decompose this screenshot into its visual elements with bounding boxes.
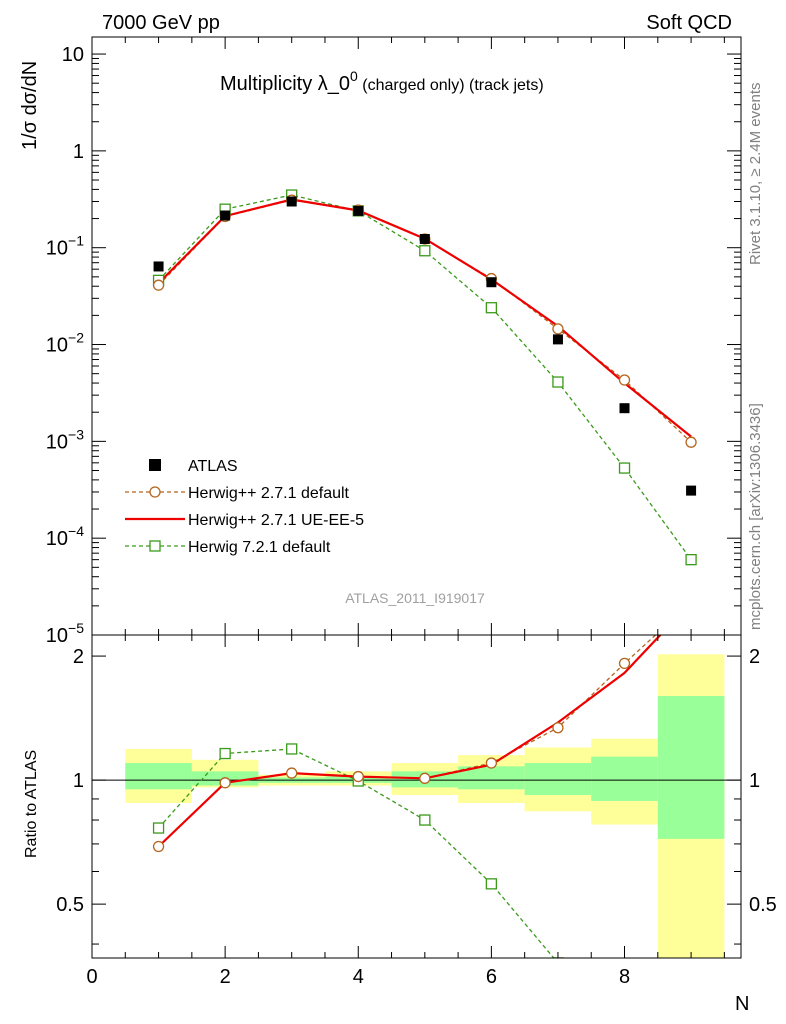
rivet-label: Rivet 3.1.10, ≥ 2.4M events [747,83,764,266]
ratio-herwigpp-default-point [352,770,364,783]
y-tick-label: 1 [73,141,84,163]
ratio-band-inner-1 [125,763,192,790]
ratio-herwigpp-default-point [485,757,498,769]
y-axis-title: 1/σ dσ/dN [19,61,41,150]
ratio-tick-label: 2 [73,646,84,668]
atlas-data-point [286,196,297,207]
ratio-herwigpp-default-point [419,772,431,784]
legend-marker-atlas [149,459,161,471]
ratio-band-inner-8 [591,756,658,801]
atlas-data-point [552,334,563,345]
atlas-data-point [220,210,231,221]
legend-label: Herwig 7.2.1 default [188,539,331,556]
ratio-herwigpp-default-point [686,597,696,607]
atlas-data-point [486,277,497,288]
ratio-herwig7-point [152,822,165,834]
herwig7-point [419,245,431,257]
legend: ATLAS Herwig++ 2.7.1 default Herwig++ 2.7.… [125,458,364,556]
x-axis-title: N [735,993,749,1015]
plot-title: Multiplicity λ_00 (charged only) (track … [220,68,544,95]
legend-marker-herwig7 [149,540,161,552]
ratio-herwigpp-default-point [286,767,298,779]
herwig7-point [485,302,498,314]
herwigpp-default-point [152,279,165,291]
herwigpp-default-point [618,374,631,386]
atlas-data-point [619,403,630,414]
herwig7-point [552,376,564,388]
y-tick-label: 10−3 [46,426,84,453]
x-tick-label: 0 [86,966,97,988]
y-tick-label: 10−2 [46,330,84,357]
herwigpp-default-point [552,323,564,335]
axes-frames: 0 2 4 6 8 10 1 10−1 10−2 10−3 10−4 10−5 0.5 0.5 1 1 2 2 [46,36,777,988]
main-panel [152,189,697,566]
ratio-herwig7-point [286,743,298,755]
ratio-herwig7-point [419,814,431,826]
x-tick-label: 2 [220,966,231,988]
legend-label: ATLAS [188,458,238,475]
x-tick-label: 4 [353,966,364,988]
herwig7-point [618,462,631,474]
ratio-herwigpp-default-point [152,840,165,853]
analysis-tag: ATLAS_2011_I919017 [345,590,485,606]
y-tick-label: 10−1 [46,233,84,260]
plot-title-sub: (charged only) (track jets) [358,77,544,94]
ratio-panel [92,597,741,958]
ratio-tick-label: 1 [73,770,84,792]
ratio-band-inner-6 [458,766,525,790]
ratio-herwigpp-default-point [618,657,631,670]
ratio-tick-label: 0.5 [56,894,84,916]
ratio-tick-label-right: 1 [749,770,760,792]
legend-marker-herwigpp-default [149,486,161,498]
plot-title-main: Multiplicity λ_0 [220,73,350,95]
y-tick-label: 10−4 [46,523,84,550]
x-tick-label: 6 [486,966,497,988]
ratio-axis-title: Ratio to ATLAS [23,750,40,858]
legend-label: Herwig++ 2.7.1 UE-EE-5 [188,512,364,529]
x-tick-label: 8 [619,966,630,988]
ratio-tick-label-right: 2 [749,646,760,668]
ratio-herwig7-point [219,747,231,760]
ratio-herwigpp-default-point [219,777,231,789]
atlas-data-point [353,205,364,216]
ratio-band-inner-7 [524,763,592,796]
mcplots-label: mcplots.cern.ch [arXiv:1306.3436] [747,403,764,630]
ratio-frame [91,634,742,959]
legend-label: Herwig++ 2.7.1 default [188,485,350,502]
herwigpp-default-point [685,436,697,448]
header-left: 7000 GeV pp [102,12,220,34]
ratio-herwig7-point [485,878,498,890]
atlas-data-point [419,233,430,244]
y-tick-label: 10−5 [46,620,84,647]
ratio-tick-label-right: 0.5 [749,894,777,916]
atlas-data-point [153,261,164,272]
ratio-band-inner-9 [657,696,725,839]
herwig7-point [685,554,697,566]
header-right: Soft QCD [646,12,732,34]
plot-title-sup: 0 [350,68,358,84]
ratio-herwigpp-default-point [552,722,564,734]
atlas-data-point [686,485,697,496]
ratio-herwig7-point [552,957,564,958]
y-tick-label: 10 [62,44,84,66]
